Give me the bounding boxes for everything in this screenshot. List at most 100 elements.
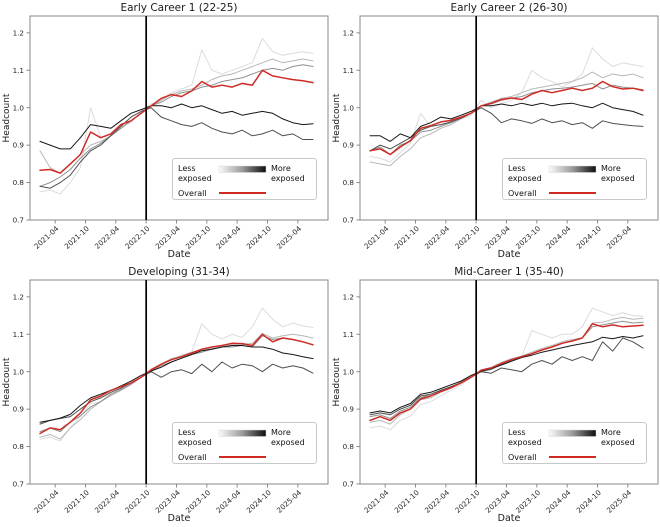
x-tick-label: 2025-04	[275, 488, 304, 515]
legend-gradient-bar	[548, 429, 597, 437]
y-axis-label-group: Headcount	[332, 357, 342, 406]
x-tick-label: 2021-10	[63, 224, 92, 251]
x-tick-label: 2024-04	[544, 488, 573, 515]
x-tick-label: 2024-10	[245, 488, 274, 515]
y-tick-label: 0.9	[343, 405, 355, 414]
y-tick-label: 0.7	[13, 480, 24, 489]
y-tick-label: 0.8	[343, 442, 355, 451]
y-tick-label: 1.1	[13, 66, 24, 75]
legend-overall-label: Overall	[178, 453, 207, 462]
x-tick-label: 2021-04	[362, 488, 391, 515]
legend-more-label: More	[271, 164, 291, 173]
x-tick-label: 2021-10	[393, 488, 422, 515]
chart-title: Mid-Career 1 (35-40)	[454, 266, 564, 278]
legend-more-label: exposed	[601, 174, 635, 183]
x-axis-label: Date	[498, 513, 521, 524]
legend-more-label: More	[601, 164, 621, 173]
subplot-cell: 0.7 0.8 0.9 1.0 1.1 1.2 2021-04 2021-10 2022-04 2…	[0, 264, 330, 527]
series-line-q5-most-exposed	[369, 102, 644, 142]
x-tick-label: 2022-04	[93, 488, 122, 515]
x-tick-label: 2024-10	[245, 224, 274, 251]
x-tick-label: 2021-04	[32, 224, 61, 251]
x-tick-label-group: 2023-10	[184, 224, 213, 251]
x-tick-label-group: 2022-04	[423, 488, 452, 515]
subplot-cell: 0.7 0.8 0.9 1.0 1.1 1.2 2021-04 2021-10 2022-04 2…	[0, 0, 330, 264]
series-line-q2	[369, 71, 644, 167]
legend-box	[502, 158, 647, 200]
series-line-overall	[39, 69, 314, 174]
series-line-q1-least-exposed	[39, 38, 314, 195]
chart-title: Developing (31-34)	[128, 266, 230, 278]
x-tick-label-group: 2023-04	[484, 224, 513, 251]
x-tick-label-group: 2022-10	[123, 224, 152, 251]
series-line-q3	[39, 64, 314, 187]
x-tick-label: 2025-04	[275, 224, 304, 251]
y-tick-label: 1.2	[13, 292, 24, 301]
legend-gradient-bar	[218, 165, 267, 173]
y-tick-label: 0.8	[13, 178, 25, 187]
y-tick-label: 0.8	[343, 178, 355, 187]
x-tick-label: 2021-10	[393, 224, 422, 251]
series-line-q4	[39, 107, 314, 189]
y-tick-label: 1.2	[13, 28, 24, 37]
x-tick-label-group: 2021-04	[32, 488, 61, 515]
x-axis-label: Date	[498, 249, 521, 260]
x-tick-label: 2023-10	[514, 224, 543, 251]
x-tick-label: 2023-10	[514, 488, 543, 515]
y-tick-label: 1.0	[343, 103, 355, 112]
x-tick-label: 2024-10	[575, 224, 604, 251]
x-tick-label-group: 2025-04	[605, 224, 634, 251]
y-tick-label: 1.1	[13, 330, 24, 339]
x-tick-label: 2024-04	[544, 224, 573, 251]
x-tick-label: 2022-10	[453, 224, 482, 251]
series-line-q2	[39, 333, 314, 440]
x-tick-label: 2023-10	[184, 488, 213, 515]
legend-less-label: Less	[178, 428, 196, 437]
x-tick-label-group: 2023-04	[154, 224, 183, 251]
legend-more-label: More	[271, 428, 291, 437]
x-tick-label: 2023-04	[154, 488, 183, 515]
legend-more-label: exposed	[271, 174, 305, 183]
x-tick-label: 2023-04	[484, 488, 513, 515]
subplot-cell: 0.7 0.8 0.9 1.0 1.1 1.2 2021-04 2021-10 2022-04 2…	[330, 264, 660, 527]
series-line-q1-least-exposed	[369, 47, 644, 163]
series-line-overall	[39, 333, 314, 435]
x-tick-label: 2022-04	[93, 224, 122, 251]
y-tick-label: 0.9	[343, 141, 355, 150]
y-axis-label-group: Headcount	[332, 93, 342, 142]
x-tick-label-group: 2021-10	[63, 224, 92, 251]
x-tick-label-group: 2021-04	[362, 224, 391, 251]
x-tick-label-group: 2024-04	[214, 224, 243, 251]
legend-overall-label: Overall	[508, 453, 537, 462]
x-tick-label: 2023-04	[154, 224, 183, 251]
x-tick-label-group: 2024-04	[214, 488, 243, 515]
x-tick-label: 2022-10	[123, 224, 152, 251]
x-tick-label: 2021-10	[63, 488, 92, 515]
y-tick-label: 0.9	[13, 141, 25, 150]
legend-more-label: exposed	[271, 438, 305, 447]
x-tick-label-group: 2024-10	[245, 488, 274, 515]
series-line-q5-most-exposed	[39, 103, 314, 150]
x-tick-label: 2024-04	[214, 224, 243, 251]
x-tick-label-group: 2022-10	[123, 488, 152, 515]
y-tick-label: 1.2	[343, 28, 354, 37]
legend-less-label: exposed	[178, 438, 212, 447]
y-tick-label: 0.8	[13, 442, 25, 451]
y-axis-label-group: Headcount	[2, 357, 12, 406]
series-line-q5-most-exposed	[369, 335, 644, 414]
x-tick-label-group: 2021-04	[32, 224, 61, 251]
series-line-overall	[369, 80, 644, 156]
legend-gradient-bar	[548, 165, 597, 173]
x-tick-label: 2021-04	[32, 488, 61, 515]
legend-gradient-bar	[218, 429, 267, 437]
x-tick-label: 2022-04	[423, 488, 452, 515]
x-tick-label-group: 2021-10	[393, 488, 422, 515]
legend-more-label: exposed	[601, 438, 635, 447]
x-tick-label-group: 2021-10	[393, 224, 422, 251]
y-axis-label: Headcount	[332, 357, 342, 406]
x-tick-label-group: 2023-04	[154, 488, 183, 515]
x-axis-label: Date	[168, 249, 191, 260]
